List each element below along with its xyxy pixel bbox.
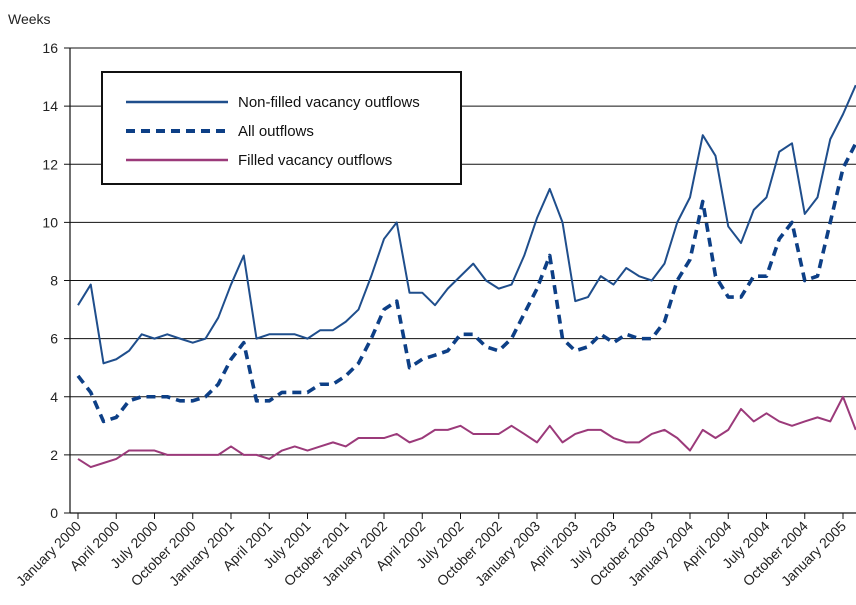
legend-label-non-filled: Non-filled vacancy outflows (238, 94, 420, 111)
legend-label-all: All outflows (238, 123, 314, 140)
y-tick-label: 12 (42, 156, 58, 172)
y-axis-title: Weeks (8, 11, 51, 27)
series-filled-line (77, 395, 856, 469)
x-tick-label: January 2000 (13, 518, 84, 589)
y-tick-label: 8 (50, 273, 58, 289)
y-tick-label: 2 (50, 447, 58, 463)
series-all-outflows-line (76, 142, 856, 424)
legend-label-filled: Filled vacancy outflows (238, 152, 392, 169)
series-lines (76, 84, 856, 469)
y-tick-label: 0 (50, 505, 58, 521)
y-tick-label: 14 (42, 98, 58, 114)
y-tick-label: 10 (42, 214, 58, 230)
legend: Non-filled vacancy outflows All outflows… (101, 71, 462, 185)
y-tick-label: 6 (50, 331, 58, 347)
y-tick-label: 16 (42, 40, 58, 56)
legend-box (101, 71, 462, 185)
y-tick-label: 4 (50, 389, 58, 405)
series-non-filled-line (77, 84, 856, 365)
